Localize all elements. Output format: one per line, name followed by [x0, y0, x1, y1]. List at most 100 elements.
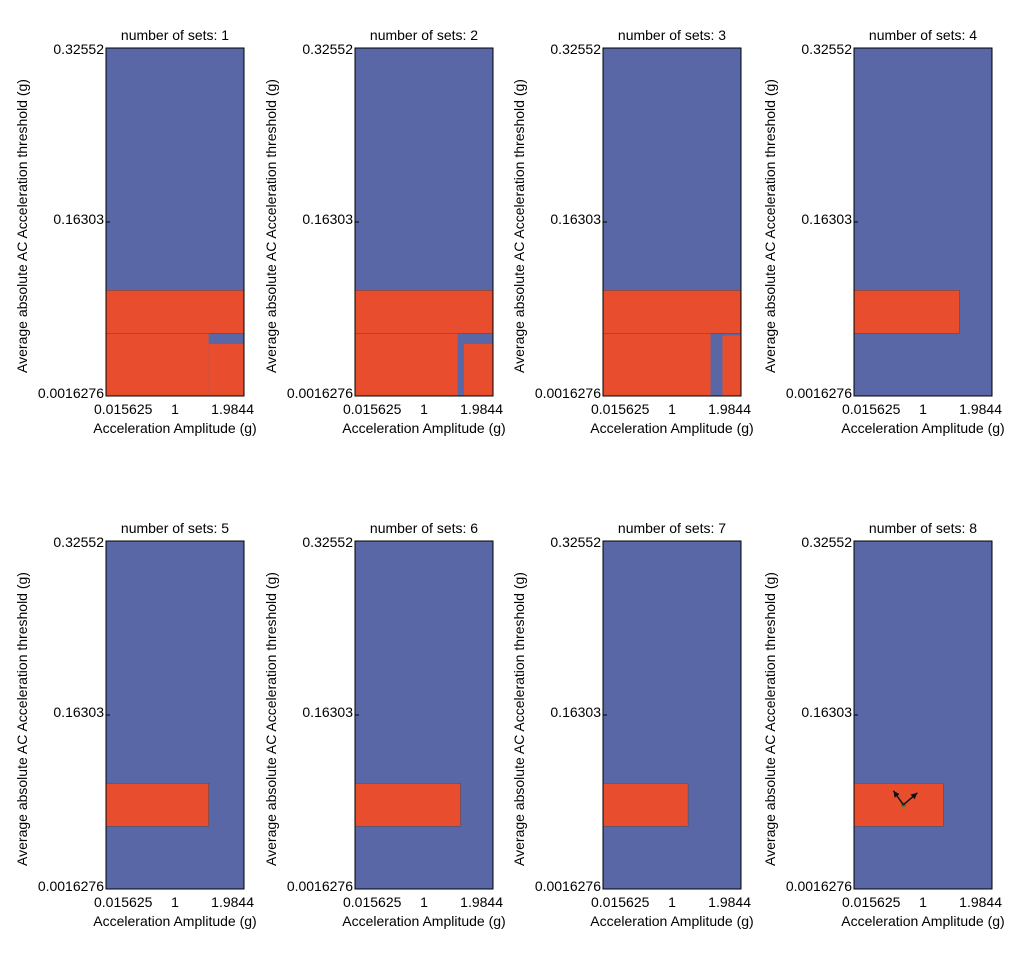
x-tick-label: 1.9844: [460, 401, 503, 417]
y-axis-label: Average absolute AC Acceleration thresho…: [14, 79, 30, 373]
x-axis-label: Acceleration Amplitude (g): [93, 913, 256, 929]
y-axis-label: Average absolute AC Acceleration thresho…: [511, 79, 527, 373]
y-axis-label: Average absolute AC Acceleration thresho…: [511, 572, 527, 866]
panel-title: number of sets: 5: [121, 520, 229, 536]
x-tick-label: 1.9844: [211, 401, 254, 417]
panel-1: number of sets: 1 0.32552 0.16303 0.0016276…: [14, 27, 257, 436]
gradient-arrow-head: [910, 792, 918, 800]
region-band: [603, 290, 741, 334]
panel-title: number of sets: 1: [121, 27, 229, 43]
y-tick-label: 0.0016276: [786, 385, 852, 401]
region-tail: [463, 344, 493, 397]
x-tick-label: 1: [668, 894, 676, 910]
x-tick-label: 1.9844: [708, 401, 751, 417]
panel-3: number of sets: 3 0.32552 0.16303 0.0016276…: [511, 27, 754, 436]
y-tick-label: 0.0016276: [535, 385, 601, 401]
y-axis-label: Average absolute AC Acceleration thresho…: [762, 79, 778, 373]
y-axis-label: Average absolute AC Acceleration thresho…: [14, 572, 30, 866]
y-tick-label: 0.32552: [801, 41, 852, 57]
region-band: [854, 290, 960, 334]
x-tick-label: 1.9844: [460, 894, 503, 910]
x-axis-label: Acceleration Amplitude (g): [841, 913, 1004, 929]
region-band: [106, 290, 244, 334]
region-tail: [722, 335, 741, 397]
x-tick-label: 1: [919, 894, 927, 910]
region-band: [854, 783, 944, 827]
x-tick-label: 1.9844: [708, 894, 751, 910]
panel-4: number of sets: 4 0.32552 0.16303 0.0016276…: [762, 27, 1005, 436]
x-axis-label: Acceleration Amplitude (g): [590, 420, 753, 436]
y-axis-label: Average absolute AC Acceleration thresho…: [263, 79, 279, 373]
x-tick-label: 1.9844: [959, 894, 1002, 910]
y-tick-label: 0.16303: [53, 211, 104, 227]
x-tick-label: 1: [919, 401, 927, 417]
y-tick-label: 0.32552: [302, 534, 353, 550]
x-tick-label: 0.015625: [842, 401, 901, 417]
x-axis-label: Acceleration Amplitude (g): [342, 420, 505, 436]
panel-2: number of sets: 2 0.32552 0.16303 0.0016276…: [263, 27, 506, 436]
y-tick-label: 0.16303: [801, 704, 852, 720]
x-tick-label: 0.015625: [94, 401, 153, 417]
region-band: [603, 783, 689, 827]
plot-area: [355, 541, 493, 889]
x-axis-label: Acceleration Amplitude (g): [841, 420, 1004, 436]
region-band: [106, 783, 209, 827]
y-axis-label: Average absolute AC Acceleration thresho…: [263, 572, 279, 866]
panel-title: number of sets: 3: [618, 27, 726, 43]
x-axis-label: Acceleration Amplitude (g): [342, 913, 505, 929]
y-tick-label: 0.0016276: [786, 878, 852, 894]
panel-title: number of sets: 6: [370, 520, 478, 536]
y-tick-label: 0.16303: [302, 704, 353, 720]
plot-area: [603, 541, 741, 889]
region-tail: [106, 333, 209, 397]
x-tick-label: 0.015625: [94, 894, 153, 910]
x-tick-label: 1: [171, 894, 179, 910]
panel-7: number of sets: 7 0.32552 0.16303 0.0016276…: [511, 520, 754, 929]
x-tick-label: 1.9844: [959, 401, 1002, 417]
region-tail: [208, 344, 244, 397]
panel-8: number of sets: 8 0.32552 0.16303 0.0016276…: [762, 520, 1005, 929]
plot-area: [106, 541, 244, 889]
plot-area: [854, 48, 992, 396]
x-axis-label: Acceleration Amplitude (g): [590, 913, 753, 929]
y-tick-label: 0.32552: [550, 534, 601, 550]
x-tick-label: 0.015625: [591, 401, 650, 417]
y-tick-label: 0.16303: [550, 704, 601, 720]
y-tick-label: 0.16303: [302, 211, 353, 227]
y-axis-label: Average absolute AC Acceleration thresho…: [762, 572, 778, 866]
y-tick-label: 0.16303: [53, 704, 104, 720]
panel-title: number of sets: 2: [370, 27, 478, 43]
y-tick-label: 0.16303: [550, 211, 601, 227]
x-tick-label: 0.015625: [343, 401, 402, 417]
y-tick-label: 0.0016276: [287, 385, 353, 401]
x-tick-label: 1: [171, 401, 179, 417]
y-tick-label: 0.0016276: [38, 385, 104, 401]
x-tick-label: 1: [420, 894, 428, 910]
region-tail: [355, 333, 458, 397]
gradient-arrow-head: [893, 790, 900, 798]
x-axis-label: Acceleration Amplitude (g): [93, 420, 256, 436]
x-tick-label: 0.015625: [842, 894, 901, 910]
y-tick-label: 0.0016276: [287, 878, 353, 894]
y-tick-label: 0.32552: [550, 41, 601, 57]
x-tick-label: 0.015625: [343, 894, 402, 910]
x-tick-label: 1: [420, 401, 428, 417]
y-tick-label: 0.32552: [53, 41, 104, 57]
region-tail: [603, 333, 711, 397]
region-band: [355, 290, 493, 334]
y-tick-label: 0.32552: [53, 534, 104, 550]
plot-area: [854, 541, 992, 889]
panel-6: number of sets: 6 0.32552 0.16303 0.0016276…: [263, 520, 506, 929]
panel-title: number of sets: 8: [869, 520, 977, 536]
panel-title: number of sets: 7: [618, 520, 726, 536]
panel-title: number of sets: 4: [869, 27, 977, 43]
y-tick-label: 0.16303: [801, 211, 852, 227]
y-tick-label: 0.32552: [801, 534, 852, 550]
y-tick-label: 0.0016276: [535, 878, 601, 894]
region-band: [355, 783, 461, 827]
x-tick-label: 1.9844: [211, 894, 254, 910]
panel-5: number of sets: 5 0.32552 0.16303 0.0016276…: [14, 520, 257, 929]
x-tick-label: 0.015625: [591, 894, 650, 910]
